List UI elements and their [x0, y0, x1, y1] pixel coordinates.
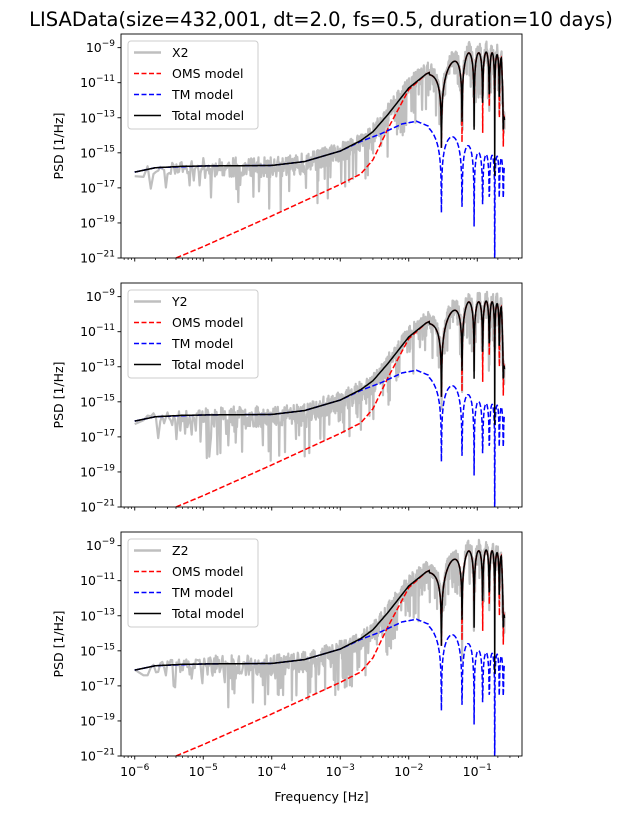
legend-label: OMS model — [172, 315, 243, 330]
x-axis-label: Frequency [Hz] — [274, 789, 368, 804]
y-tick-label: 10−13 — [80, 109, 115, 125]
panel-y2: 10−9 10−11 10−13 10−15 10−17 10−19 10−21 PSD [1… — [51, 282, 523, 515]
tm-model-line — [134, 120, 506, 258]
y-tick-label: 10−9 — [86, 537, 115, 553]
x-tick-label: 10−1 — [463, 763, 492, 779]
data-series-z2 — [134, 538, 506, 709]
legend: Y2 OMS model TM model Total model — [127, 289, 259, 379]
legend-box — [127, 40, 259, 130]
y-tick-label: 10−11 — [80, 323, 115, 339]
legend-label: Total model — [171, 357, 244, 372]
total-model-line — [134, 300, 506, 425]
legend: Z2 OMS model TM model Total model — [127, 538, 259, 628]
legend-label: Y2 — [171, 294, 188, 309]
panel-z2: 10−6 10−5 10−4 10−3 10−2 10−1 Frequency [Hz] 10… — [51, 531, 523, 804]
y-tick-label: 10−11 — [80, 572, 115, 588]
legend-label: Total model — [171, 108, 244, 123]
axes-frame — [120, 531, 523, 757]
y-tick-label: 10−15 — [80, 144, 115, 160]
legend-label: Total model — [171, 606, 244, 621]
tm-model-line — [134, 369, 506, 507]
y-tick-label: 10−11 — [80, 74, 115, 90]
x-tick-label: 10−2 — [394, 763, 423, 779]
legend-label: TM model — [171, 336, 233, 351]
y-tick-label: 10−19 — [80, 463, 115, 479]
legend-label: TM model — [171, 87, 233, 102]
total-model-line — [134, 549, 506, 674]
legend-label: TM model — [171, 585, 233, 600]
data-series-x2 — [134, 40, 506, 212]
y-tick-label: 10−9 — [86, 288, 115, 304]
panel-x2: 10−9 10−11 10−13 10−15 10−17 10−19 10−21 PSD [1… — [51, 33, 523, 266]
data-series-y2 — [134, 290, 506, 462]
legend: X2 OMS model TM model Total model — [127, 40, 259, 130]
y-tick-label: 10−21 — [80, 748, 115, 764]
tm-model-line — [134, 618, 506, 756]
legend-label: OMS model — [172, 66, 243, 81]
y-tick-label: 10−17 — [80, 677, 115, 693]
plot-area — [134, 290, 506, 507]
y-tick-label: 10−19 — [80, 712, 115, 728]
plot-area — [134, 40, 506, 258]
x-tick-label: 10−6 — [120, 763, 149, 779]
figure-title: LISAData(size=432,001, dt=2.0, fs=0.5, d… — [29, 8, 613, 31]
axes-frame — [120, 282, 523, 508]
legend-label: OMS model — [172, 564, 243, 579]
axes-frame — [120, 33, 523, 259]
legend-box — [127, 538, 259, 628]
plot-area — [134, 538, 506, 756]
legend-box — [127, 289, 259, 379]
y-axis-label: PSD [1/Hz] — [51, 113, 66, 180]
x-tick-label: 10−4 — [257, 763, 286, 779]
y-tick-label: 10−15 — [80, 393, 115, 409]
legend-label: Z2 — [172, 543, 189, 558]
y-axis-label: PSD [1/Hz] — [51, 362, 66, 429]
x-tick-label: 10−3 — [326, 763, 355, 779]
x-tick-label: 10−5 — [189, 763, 218, 779]
y-tick-label: 10−21 — [80, 250, 115, 266]
y-tick-label: 10−21 — [80, 499, 115, 515]
y-axis-label: PSD [1/Hz] — [51, 611, 66, 678]
y-tick-label: 10−15 — [80, 642, 115, 658]
y-tick-label: 10−17 — [80, 428, 115, 444]
legend-label: X2 — [172, 45, 189, 60]
y-tick-label: 10−13 — [80, 607, 115, 623]
total-model-line — [134, 51, 506, 176]
y-tick-label: 10−19 — [80, 214, 115, 230]
y-tick-label: 10−13 — [80, 358, 115, 374]
y-tick-label: 10−17 — [80, 179, 115, 195]
y-tick-label: 10−9 — [86, 39, 115, 55]
